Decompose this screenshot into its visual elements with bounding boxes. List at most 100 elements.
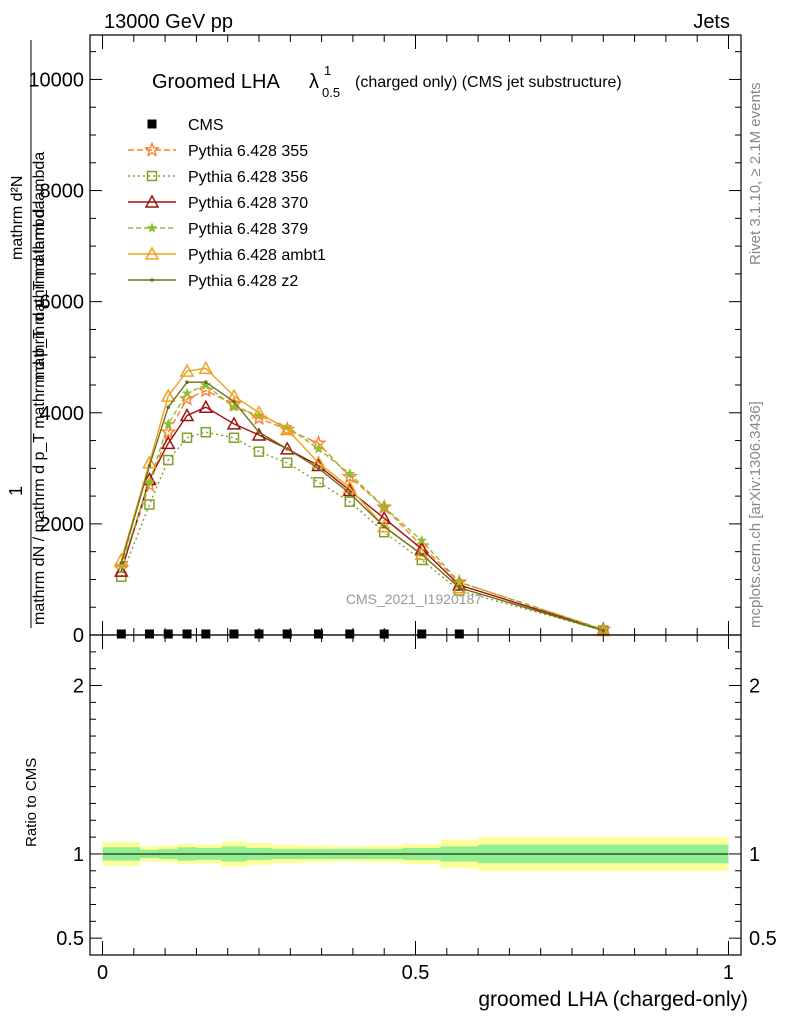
data-point (376, 519, 392, 533)
series-0 (116, 629, 464, 639)
data-point (345, 629, 355, 639)
data-point (285, 447, 289, 451)
series-line (120, 381, 604, 632)
rivet-label: Rivet 3.1.10, ≥ 2.1M events (747, 83, 764, 266)
ratio-x-axis: 0 0.5 1 (97, 635, 734, 984)
data-point (281, 457, 293, 469)
data-point (253, 446, 265, 457)
legend-entry: Pythia 6.428 ambt1 (128, 246, 326, 264)
data-point (144, 499, 155, 510)
y-tick-label: 4000 (40, 403, 85, 425)
data-point (114, 563, 129, 577)
main-series-group (113, 360, 612, 639)
legend-marker (143, 141, 161, 157)
data-point (181, 387, 193, 398)
y-tick-label: 0 (73, 625, 84, 647)
main-y-axis: 0 2000 4000 6000 8000 10000 (28, 51, 741, 647)
y-tick-label: 6000 (40, 292, 85, 314)
legend-marker (147, 119, 157, 129)
data-point (452, 580, 467, 594)
legend-label: CMS (188, 117, 224, 134)
data-point (417, 629, 427, 639)
data-point (254, 629, 264, 639)
title-symbol-sub: 0.5 (322, 85, 340, 100)
ratio-y-tick-label: 2 (73, 676, 84, 698)
ylabel-one: 1 (6, 486, 26, 496)
legend-marker (150, 278, 154, 282)
data-point (229, 629, 239, 639)
legend-label: Pythia 6.428 379 (188, 221, 308, 238)
data-point (376, 510, 392, 525)
data-point (116, 629, 126, 639)
ratio-panel-frame (89, 634, 742, 956)
legend-entry: CMS (147, 117, 224, 134)
data-point (200, 426, 212, 438)
data-point (454, 629, 464, 639)
y-tick-label: 8000 (40, 181, 85, 203)
data-point (257, 430, 261, 435)
data-point (379, 629, 389, 639)
svg-text:Groomed LHA: Groomed LHA (152, 71, 280, 93)
data-point (160, 435, 176, 450)
data-point (185, 380, 189, 385)
data-point (226, 416, 242, 430)
legend-entry: Pythia 6.428 355 (128, 141, 308, 160)
ratio-y-label: Ratio to CMS (23, 758, 40, 847)
data-point (144, 629, 154, 639)
data-point (144, 476, 155, 487)
data-point (414, 546, 430, 561)
data-point (341, 468, 358, 484)
data-point (282, 629, 292, 639)
data-point (347, 491, 352, 496)
legend-marker (144, 194, 160, 208)
data-point (162, 454, 174, 466)
legend-entry: Pythia 6.428 356 (128, 169, 308, 186)
title-symbol: λ (309, 71, 319, 93)
data-point (416, 535, 428, 546)
legend-entry: Pythia 6.428 379 (128, 221, 308, 238)
data-point (344, 468, 356, 479)
data-point (251, 405, 267, 419)
x-tick-label: 1 (723, 962, 734, 984)
legend-label: Pythia 6.428 355 (188, 143, 308, 160)
y-tick-label: 10000 (28, 69, 84, 91)
y-tick-label: 2000 (40, 514, 85, 536)
data-point (316, 466, 321, 471)
ratio-y-tick-label-right: 0.5 (749, 928, 777, 950)
series-line (120, 406, 604, 631)
title-main: Groomed LHA (152, 71, 280, 93)
ratio-y-tick-label-right: 2 (749, 676, 760, 698)
ylabel-numerator-upper: mathrm d²N (9, 176, 26, 260)
data-point (376, 498, 393, 515)
legend-marker (144, 246, 160, 260)
energy-label: 13000 GeV pp (104, 11, 233, 33)
data-point (160, 388, 176, 402)
chart-title: Groomed LHA λ 1 0.5 (charged only) (CMS … (152, 63, 622, 100)
legend-label: Pythia 6.428 ambt1 (188, 247, 326, 264)
data-point (182, 629, 192, 639)
x-axis-label: groomed LHA (charged-only) (478, 988, 748, 1011)
data-point (419, 552, 424, 557)
series-line (120, 389, 604, 631)
data-point (198, 399, 214, 413)
title-symbol-sup: 1 (324, 63, 331, 78)
legend: CMS Pythia 6.428 355 Pythia 6.428 356 Pythi… (128, 117, 326, 290)
data-point (204, 380, 208, 385)
ylabel-numerator-lower: mathrm d p_T mathrm d lambda (31, 152, 48, 380)
data-point (279, 441, 295, 455)
data-point (163, 629, 173, 639)
mcplots-label: mcplots.cern.ch [arXiv:1306.3436] (747, 401, 764, 628)
data-point (160, 423, 177, 440)
data-point (179, 363, 195, 377)
data-point (232, 399, 236, 404)
ratio-y-tick-label: 0.5 (56, 928, 84, 950)
data-point (313, 629, 323, 639)
data-point (166, 405, 171, 410)
series-line (120, 431, 604, 632)
legend-entry: Pythia 6.428 370 (128, 194, 308, 212)
data-point (162, 418, 174, 429)
main-y-axis-label: mathrm d²N mathrm d p_T mathrm d lambda … (6, 40, 48, 628)
data-point (344, 496, 356, 507)
data-point (378, 501, 390, 512)
data-point (457, 585, 462, 590)
